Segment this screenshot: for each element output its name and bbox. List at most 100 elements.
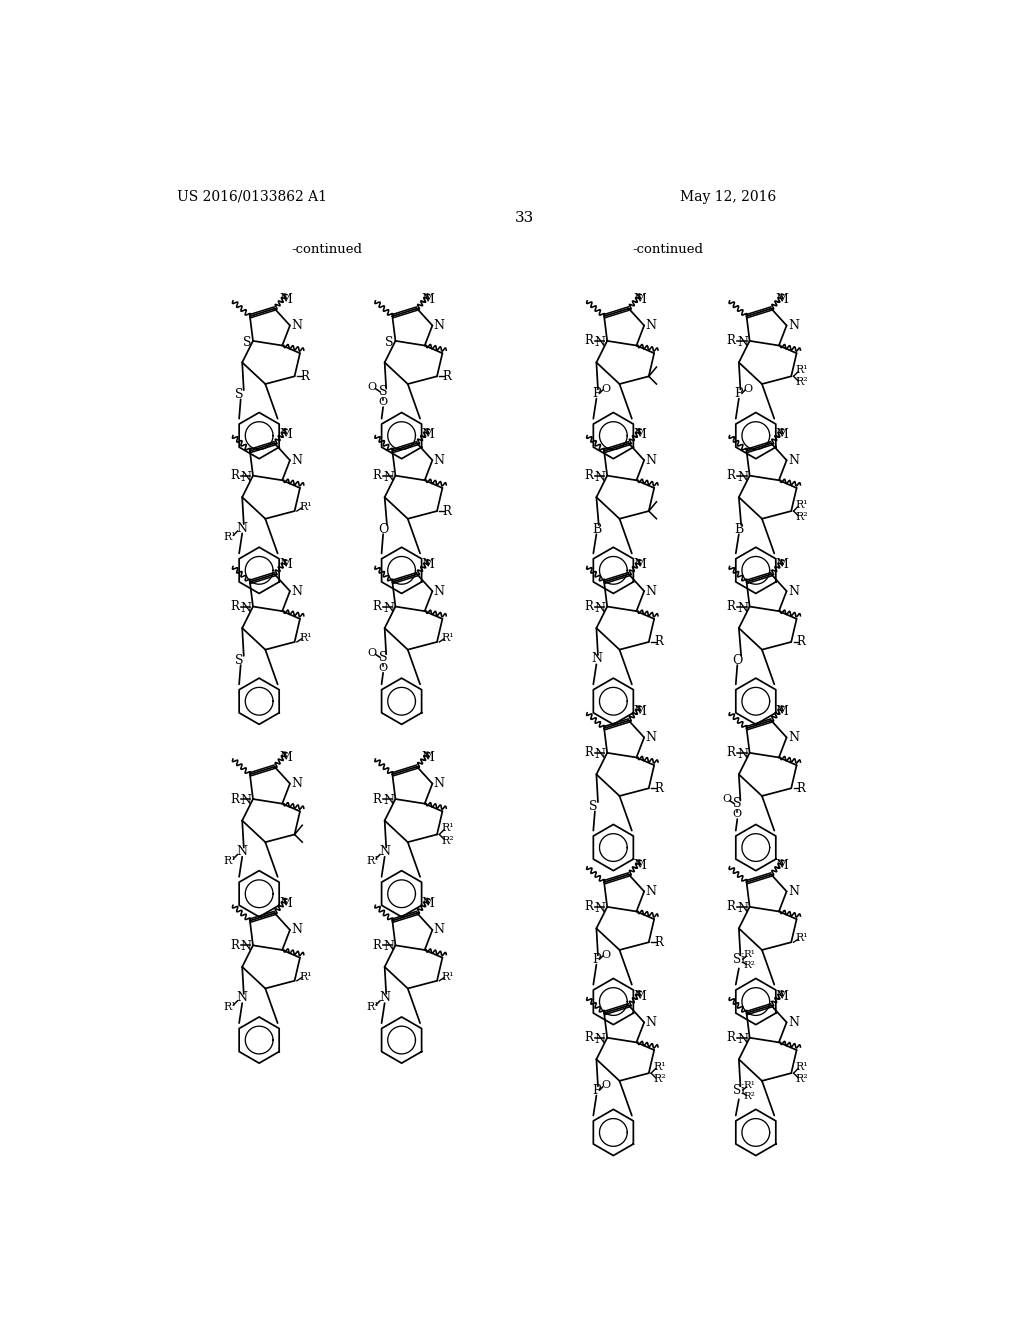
Text: O: O [378, 523, 388, 536]
Text: R¹: R¹ [441, 824, 454, 833]
Text: R¹: R¹ [223, 532, 237, 543]
Text: R: R [300, 370, 309, 383]
Text: M: M [421, 293, 434, 306]
Text: N: N [241, 602, 252, 615]
Text: P: P [592, 1084, 601, 1097]
Text: -continued: -continued [633, 243, 703, 256]
Text: R: R [585, 469, 593, 482]
Text: R: R [230, 601, 239, 612]
Text: S: S [385, 335, 393, 348]
Text: N: N [292, 585, 302, 598]
Text: N: N [383, 795, 394, 807]
Text: N: N [434, 454, 444, 467]
Text: N: N [292, 319, 302, 333]
Text: M: M [775, 428, 788, 441]
Text: M: M [279, 898, 292, 911]
Text: N: N [737, 335, 749, 348]
Text: S: S [589, 800, 598, 813]
Text: N: N [595, 471, 606, 483]
Text: M: M [775, 558, 788, 572]
Text: N: N [645, 454, 656, 467]
Text: R²: R² [796, 512, 808, 523]
Text: O: O [733, 809, 741, 820]
Text: N: N [645, 731, 656, 744]
Text: B: B [592, 523, 601, 536]
Text: R²: R² [441, 836, 455, 846]
Text: N: N [591, 652, 602, 665]
Text: M: M [775, 859, 788, 871]
Text: R²: R² [796, 378, 808, 388]
Text: R¹: R¹ [743, 1081, 756, 1090]
Text: 33: 33 [515, 211, 535, 226]
Text: R: R [585, 900, 593, 913]
Text: R¹: R¹ [796, 1063, 808, 1072]
Text: N: N [595, 602, 606, 615]
Text: O: O [368, 648, 377, 657]
Text: R: R [230, 792, 239, 805]
Text: R: R [373, 469, 381, 482]
Text: O: O [379, 397, 388, 408]
Text: R¹: R¹ [299, 634, 311, 643]
Text: O: O [732, 653, 742, 667]
Text: N: N [645, 884, 656, 898]
Text: B: B [734, 523, 743, 536]
Text: N: N [292, 777, 302, 791]
Text: N: N [595, 902, 606, 915]
Text: M: M [633, 428, 646, 441]
Text: R: R [727, 900, 735, 913]
Text: M: M [279, 293, 292, 306]
Text: N: N [645, 319, 656, 333]
Text: R¹: R¹ [299, 972, 311, 982]
Text: R: R [442, 370, 452, 383]
Text: P: P [734, 387, 743, 400]
Text: N: N [379, 845, 390, 858]
Text: R: R [654, 635, 664, 648]
Text: R¹: R¹ [366, 1002, 379, 1012]
Text: R: R [654, 936, 664, 949]
Text: R: R [373, 939, 381, 952]
Text: M: M [279, 428, 292, 441]
Text: N: N [788, 884, 799, 898]
Text: N: N [737, 902, 749, 915]
Text: N: N [434, 585, 444, 598]
Text: S: S [234, 388, 244, 401]
Text: R: R [373, 601, 381, 612]
Text: R¹: R¹ [441, 972, 454, 982]
Text: N: N [737, 602, 749, 615]
Text: N: N [645, 1016, 656, 1028]
Text: M: M [421, 558, 434, 572]
Text: M: M [421, 751, 434, 764]
Text: N: N [788, 319, 799, 333]
Text: M: M [633, 558, 646, 572]
Text: N: N [292, 924, 302, 936]
Text: N: N [788, 731, 799, 744]
Text: R²: R² [743, 961, 756, 970]
Text: R: R [585, 334, 593, 347]
Text: S: S [379, 651, 387, 664]
Text: M: M [279, 558, 292, 572]
Text: R¹: R¹ [441, 634, 454, 643]
Text: R¹: R¹ [299, 502, 311, 512]
Text: M: M [279, 751, 292, 764]
Text: N: N [237, 521, 248, 535]
Text: O: O [601, 1081, 610, 1090]
Text: R¹: R¹ [796, 366, 808, 375]
Text: R: R [442, 504, 452, 517]
Text: -continued: -continued [292, 243, 362, 256]
Text: R: R [230, 469, 239, 482]
Text: R: R [797, 635, 806, 648]
Text: P: P [592, 953, 601, 966]
Text: M: M [633, 859, 646, 871]
Text: N: N [595, 1032, 606, 1045]
Text: O: O [601, 384, 610, 393]
Text: May 12, 2016: May 12, 2016 [680, 190, 776, 203]
Text: N: N [383, 602, 394, 615]
Text: R: R [727, 1031, 735, 1044]
Text: R: R [585, 601, 593, 612]
Text: N: N [788, 1016, 799, 1028]
Text: R¹: R¹ [366, 855, 379, 866]
Text: US 2016/0133862 A1: US 2016/0133862 A1 [177, 190, 327, 203]
Text: R: R [230, 939, 239, 952]
Text: N: N [788, 585, 799, 598]
Text: N: N [595, 335, 606, 348]
